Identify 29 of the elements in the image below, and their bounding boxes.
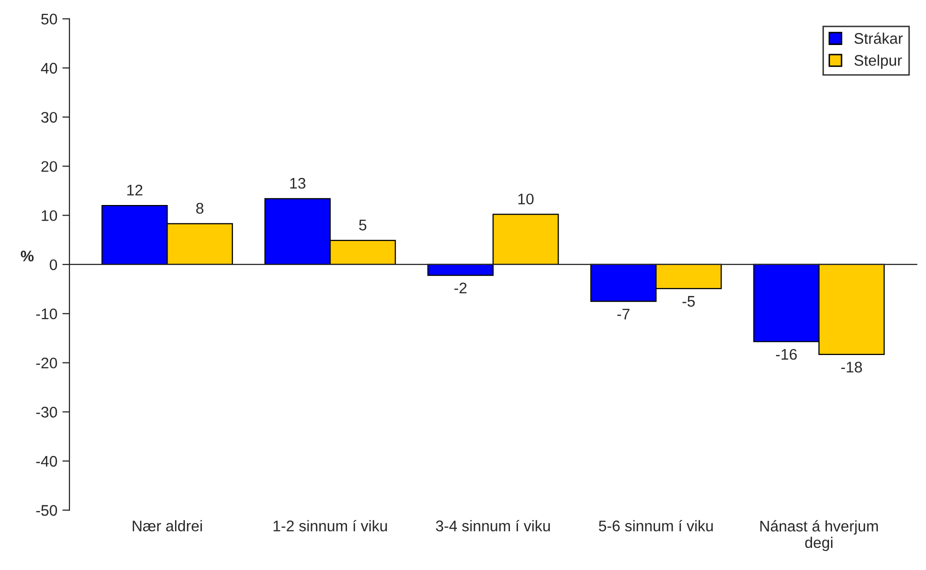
x-tick-label: 1-2 sinnum í viku: [274, 520, 387, 532]
y-tick-label: 10: [42, 210, 58, 222]
data-label: -16: [776, 348, 797, 360]
data-label: 10: [518, 194, 534, 204]
y-axis-title: %: [20, 250, 34, 262]
legend-label: Stelpur: [854, 54, 902, 69]
y-tick-label: 20: [41, 161, 58, 172]
data-label: -7: [617, 308, 630, 320]
y-tick-label: 40: [41, 62, 58, 74]
y-tick-label: 30: [41, 112, 58, 123]
data-label: 8: [196, 202, 204, 214]
data-label: 12: [127, 184, 142, 196]
data-label: -18: [841, 362, 862, 373]
y-tick-label: -40: [36, 456, 58, 467]
x-tick-label: Nær aldrei: [132, 520, 202, 532]
y-tick-label: -20: [36, 358, 58, 368]
y-tick-label: 50: [41, 14, 58, 24]
x-tick-label: 5-6 sinnum í viku: [598, 520, 713, 532]
legend-label: Strákar: [854, 32, 903, 44]
y-tick-label: -30: [36, 406, 58, 418]
y-tick-label: -10: [36, 308, 58, 320]
data-label: 5: [359, 220, 366, 230]
data-label: -2: [454, 282, 467, 294]
x-tick-label: Nánast á hverjum degi: [760, 520, 878, 552]
data-label: -5: [682, 296, 695, 307]
y-tick-label: 0: [50, 259, 58, 270]
x-tick-label: 3-4 sinnum í viku: [436, 520, 550, 532]
data-label: 13: [290, 178, 306, 189]
y-tick-label: -50: [36, 505, 58, 516]
